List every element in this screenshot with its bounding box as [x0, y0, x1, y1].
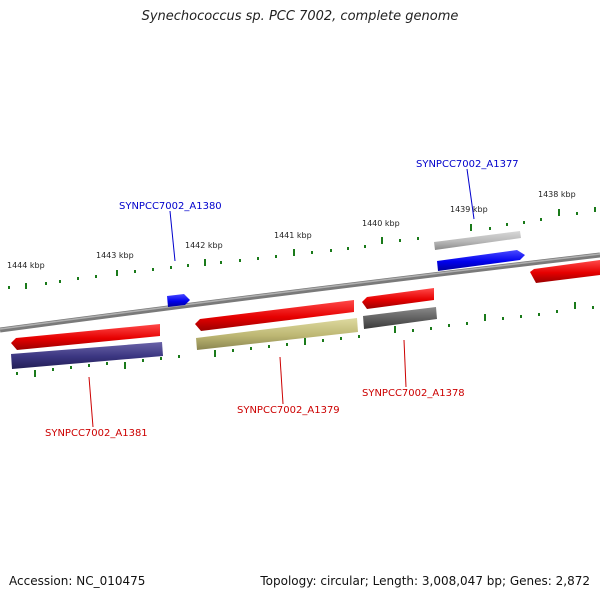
gene-a1378-feature[interactable]	[363, 307, 437, 329]
gene-label-a1381[interactable]: SYNPCC7002_A1381	[45, 428, 148, 439]
leader-a1378	[403, 339, 407, 388]
scale-label-1444: 1444 kbp	[7, 261, 45, 270]
gene-a1381-reverse-arrow[interactable]	[11, 324, 160, 350]
topology-info-text: Topology: circular; Length: 3,008,047 bp…	[260, 574, 590, 588]
gene-right-edge-arrow[interactable]	[530, 260, 600, 283]
leader-a1380	[169, 210, 176, 262]
leader-a1379	[279, 356, 284, 405]
inner-tick-scale	[16, 302, 594, 377]
accession-text: Accession: NC_010475	[9, 574, 146, 588]
outer-tick-scale	[8, 207, 596, 289]
gene-label-a1377[interactable]: SYNPCC7002_A1377	[416, 159, 519, 170]
scale-label-1443: 1443 kbp	[96, 251, 134, 260]
scale-label-1439: 1439 kbp	[450, 205, 488, 214]
gene-label-a1378[interactable]: SYNPCC7002_A1378	[362, 388, 465, 399]
scale-label-1440: 1440 kbp	[362, 219, 400, 228]
gene-label-a1380[interactable]: SYNPCC7002_A1380	[119, 201, 222, 212]
map-title: Synechococcus sp. PCC 7002, complete gen…	[141, 9, 459, 24]
gene-a1381-feature[interactable]	[11, 342, 163, 369]
gene-a1378-reverse-arrow[interactable]	[362, 288, 434, 309]
gene-a1377-feature[interactable]	[434, 231, 521, 250]
scale-label-1438: 1438 kbp	[538, 190, 576, 199]
scale-label-1441: 1441 kbp	[274, 231, 312, 240]
leader-a1381	[88, 376, 94, 428]
gene-a1379-feature[interactable]	[196, 318, 358, 350]
gene-label-a1379[interactable]: SYNPCC7002_A1379	[237, 405, 340, 416]
genome-backbone	[0, 252, 600, 333]
gene-a1377-forward-arrow[interactable]	[437, 250, 525, 271]
scale-label-1442: 1442 kbp	[185, 241, 223, 250]
gene-a1380-forward-arrow[interactable]	[167, 294, 190, 307]
leader-a1377	[466, 168, 475, 220]
gene-a1379-reverse-arrow[interactable]	[195, 300, 354, 331]
